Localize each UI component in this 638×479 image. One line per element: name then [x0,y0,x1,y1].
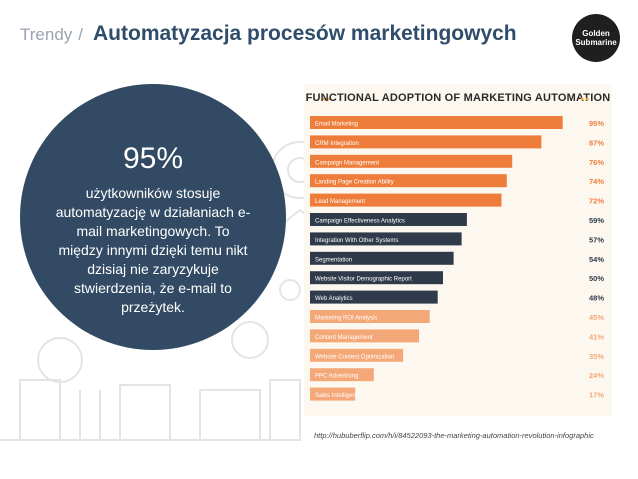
bar-9 [310,271,443,285]
infographic-panel: ●● FUNCTIONAL ADOPTION OF MARKETING AUTO… [304,84,612,416]
slide-header: Trendy / Automatyzacja procesów marketin… [20,22,517,52]
page-title: Automatyzacja procesów marketingowych [93,22,517,45]
bar-6 [310,213,467,226]
title-dots-left: ●● [322,96,333,103]
bar-2 [310,135,542,149]
bar-15 [310,387,356,401]
bar-1 [310,116,563,129]
bar-value-3: 76% [589,158,604,167]
stat-circle: 95% użytkowników stosuje automatyzację w… [20,84,286,350]
bar-7 [310,232,462,246]
title-dots-right: ●● [580,96,591,103]
stat-description: użytkowników stosuje automatyzację w dzi… [55,185,251,315]
bar-label-3: Campaign Management [315,160,379,166]
stat-percent: 95% [122,142,184,175]
bar-label-5: Lead Management [315,199,365,205]
bar-label-10: Web Analytics [315,296,353,302]
bar-value-8: 54% [589,255,604,264]
bar-value-5: 72% [589,197,604,206]
bar-label-13: Website Content Optimization [315,354,394,360]
bar-12 [310,329,420,343]
bar-value-10: 48% [589,294,604,303]
bar-label-15: Sales Intelligence [315,393,363,399]
bar-8 [310,251,454,265]
bar-value-6: 59% [589,216,604,225]
bar-4 [310,174,507,188]
chart-title: FUNCTIONAL ADOPTION OF MARKETING AUTOMAT… [305,92,611,104]
breadcrumb-separator: / [78,25,84,44]
bar-label-8: Segmentation [315,257,352,263]
bar-label-4: Landing Page Creation Ability [315,180,394,186]
bar-value-4: 74% [589,177,604,186]
logo-line-2: Submarine [575,38,617,47]
bar-label-2: CRM Integration [315,141,359,147]
bar-10 [310,290,438,304]
bar-value-9: 50% [589,274,604,283]
bar-13 [310,348,404,362]
bar-value-1: 95% [589,119,604,128]
bar-label-1: Email Marketing [315,122,358,128]
bar-value-11: 45% [589,313,604,322]
bar-value-15: 17% [589,391,604,400]
bar-label-12: Content Management [315,335,373,341]
bar-value-12: 41% [589,332,604,341]
bar-label-7: Integration With Other Systems [315,238,398,244]
bar-11 [310,310,430,323]
bar-14 [310,368,374,382]
bar-label-6: Campaign Effectiveness Analytics [315,219,405,225]
bar-5 [310,193,502,207]
bar-value-13: 35% [589,352,604,361]
source-url: http://hububerflip.com/h/i/84522093-the-… [314,431,594,440]
bar-3 [310,154,513,168]
breadcrumb-section: Trendy [20,25,73,44]
bar-label-9: Website Visitor Demographic Report [315,277,412,283]
bar-label-11: Marketing ROI Analysis [315,316,377,322]
golden-submarine-logo: Golden Submarine [572,14,620,62]
bar-chart: Email Marketing 95% CRM Integration 87% Camp… [310,116,604,401]
bar-label-14: PPC Advertising [315,374,358,380]
logo-line-1: Golden [582,29,610,38]
bar-value-2: 87% [589,138,604,147]
bar-value-14: 24% [589,371,604,380]
bar-value-7: 57% [589,235,604,244]
